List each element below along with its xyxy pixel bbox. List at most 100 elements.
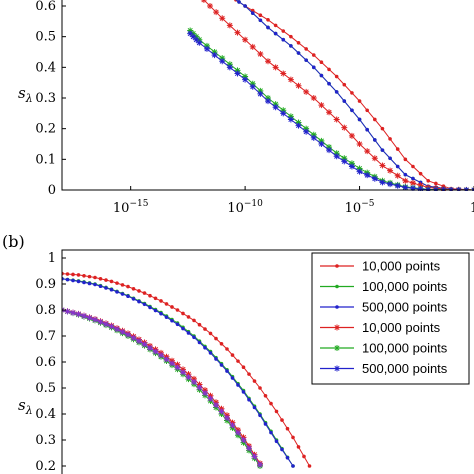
- panel-b-series-3-point: [230, 376, 235, 380]
- panel-b-series-6-point: [75, 311, 82, 318]
- panel-a-series-1-point: [357, 99, 362, 103]
- panel-b-series-6-point: [125, 331, 131, 338]
- panel-a-series-3-point: [289, 44, 293, 48]
- panel-b-series-6-point: [108, 323, 115, 330]
- panel-b-series-6-point: [218, 408, 225, 415]
- panel-b-series-3-point: [164, 315, 169, 319]
- panel-a-series-6-point: [333, 153, 340, 160]
- panel-b-series-6-point: [251, 453, 258, 460]
- panel-b-ytick-label: 0.7: [35, 329, 56, 344]
- panel-b-series-6-point: [213, 402, 219, 409]
- panel-a-series-4-point: [417, 182, 424, 189]
- panel-b-series-1-point: [87, 274, 92, 279]
- panel-a-series-6-point: [364, 172, 371, 179]
- panel-a-series-5-point: [333, 150, 340, 157]
- panel-b-series-1-point: [241, 365, 246, 370]
- panel-b-ytick-label: 0.6: [35, 355, 56, 370]
- panel-b-frame: [61, 249, 474, 474]
- panel-a-series-5-point: [242, 73, 249, 80]
- panel-a-series-4-point: [341, 124, 348, 131]
- panel-b-ytick-label: 0.4: [35, 407, 56, 422]
- panel-b-series-3-point: [236, 383, 240, 387]
- panel-b-series-1-point: [192, 318, 196, 323]
- panel-b-series-3-point: [263, 422, 268, 426]
- panel-a-series-3-point: [304, 58, 308, 62]
- panel-a-series-3-point: [395, 164, 400, 169]
- panel-a-series-6-point: [318, 141, 325, 147]
- panel-a-series-5-point: [280, 107, 287, 114]
- panel-a-series-1-point: [266, 18, 270, 22]
- panel-a-series-5-point: [226, 61, 233, 68]
- panel-a-series-1-point: [250, 8, 255, 13]
- panel-b-series-3-point: [241, 390, 246, 394]
- panel-b-series-1-line: [62, 273, 310, 467]
- panel-a-series-3-point: [237, 0, 241, 4]
- panel-a-series-3-point: [243, 4, 247, 8]
- panel-a-series-1-point: [342, 82, 347, 87]
- panel-b-series-1-point: [214, 336, 218, 341]
- panel-b-series-1-point: [93, 275, 97, 280]
- panel-a-series-1-point: [418, 171, 423, 176]
- panel-b-series-1-point: [126, 284, 130, 289]
- panel-b-series-6-point: [246, 445, 252, 452]
- panel-a-series-6-point: [394, 182, 401, 189]
- panel-a-series-6-point: [219, 58, 226, 65]
- panel-b-series-6-point: [174, 364, 181, 371]
- panel-b-series-3-point: [76, 279, 81, 284]
- panel-b-series-6-point: [240, 437, 247, 443]
- legend-marker: [334, 345, 340, 351]
- panel-a-series-6-point: [379, 179, 386, 186]
- panel-a-series-3-point: [388, 156, 392, 161]
- panel-a-series-4-point: [402, 177, 409, 184]
- panel-b-series-1-point: [71, 272, 75, 277]
- panel-b-series-6-point: [169, 360, 175, 367]
- panel-b-ytick-label: 0.3: [35, 433, 56, 448]
- panel-a-series-4-point: [409, 180, 416, 187]
- panel-b-series-1-point: [280, 418, 284, 422]
- panel-b-series-6-point: [152, 348, 159, 355]
- panel-b-series-1-point: [159, 299, 163, 303]
- legend-marker: [335, 305, 339, 309]
- legend-label: 500,000 points: [362, 300, 448, 315]
- panel-a-series-6-line: [189, 33, 474, 191]
- panel-a-series-6-point: [348, 163, 355, 170]
- panel-b-series-1-point: [274, 409, 279, 414]
- panel-a-series-3-point: [411, 176, 415, 181]
- panel-b-series-1-point: [203, 327, 207, 331]
- panel-b-series-1-point: [225, 347, 229, 351]
- panel-b-series-3-point: [120, 292, 125, 296]
- panel-b-series-3-point: [192, 335, 196, 340]
- panel-a-series-6-point: [341, 158, 348, 165]
- panel-b-series-3-point: [225, 369, 229, 373]
- panel-b-series-3-point: [109, 287, 114, 292]
- panel-a-series-5-point: [326, 144, 333, 151]
- panel-b-series-1-point: [65, 272, 70, 276]
- panel-a-series-3-point: [373, 138, 377, 142]
- panel-a-series-6-point: [242, 76, 249, 83]
- panel-a-series-4-point: [257, 51, 264, 58]
- panel-a-series-4-point: [371, 155, 378, 162]
- panel-b-series-6-point: [141, 341, 148, 348]
- panel-a-series-3-point: [334, 90, 339, 94]
- panel-a-xtick-label: 10−10: [227, 199, 263, 216]
- panel-b-series-3-point: [148, 305, 152, 310]
- panel-a: 0 0.1 0.2 0.3 0.4 0.5 0.6 10−15 10−10 10−5 1 sλ: [18, 0, 474, 216]
- panel-b-ytick-label: 0.9: [35, 277, 56, 292]
- panel-a-series-3-point: [365, 127, 369, 132]
- panel-b-series-1-point: [76, 273, 81, 277]
- panel-a-series-1-point: [434, 181, 438, 186]
- panel-b-series-3-point: [197, 340, 202, 345]
- panel-a-series-5-point: [190, 30, 197, 37]
- panel-b-series-6-point: [92, 316, 98, 323]
- panel-b-series-6-point: [130, 334, 137, 341]
- panel-b-series-3-point: [181, 326, 185, 331]
- panel-b-series-4-line: [62, 309, 261, 464]
- panel-a-series-4-point: [318, 102, 325, 109]
- legend-entry: 10,000 points: [320, 320, 441, 335]
- panel-a-series-1-point: [296, 41, 301, 45]
- panel-a-series-5-line: [189, 30, 474, 191]
- panel-a-series-3-point: [296, 51, 301, 55]
- legend-marker: [334, 324, 340, 331]
- panel-b-series-1-point: [258, 386, 262, 390]
- panel-a-series-3-point: [266, 25, 270, 30]
